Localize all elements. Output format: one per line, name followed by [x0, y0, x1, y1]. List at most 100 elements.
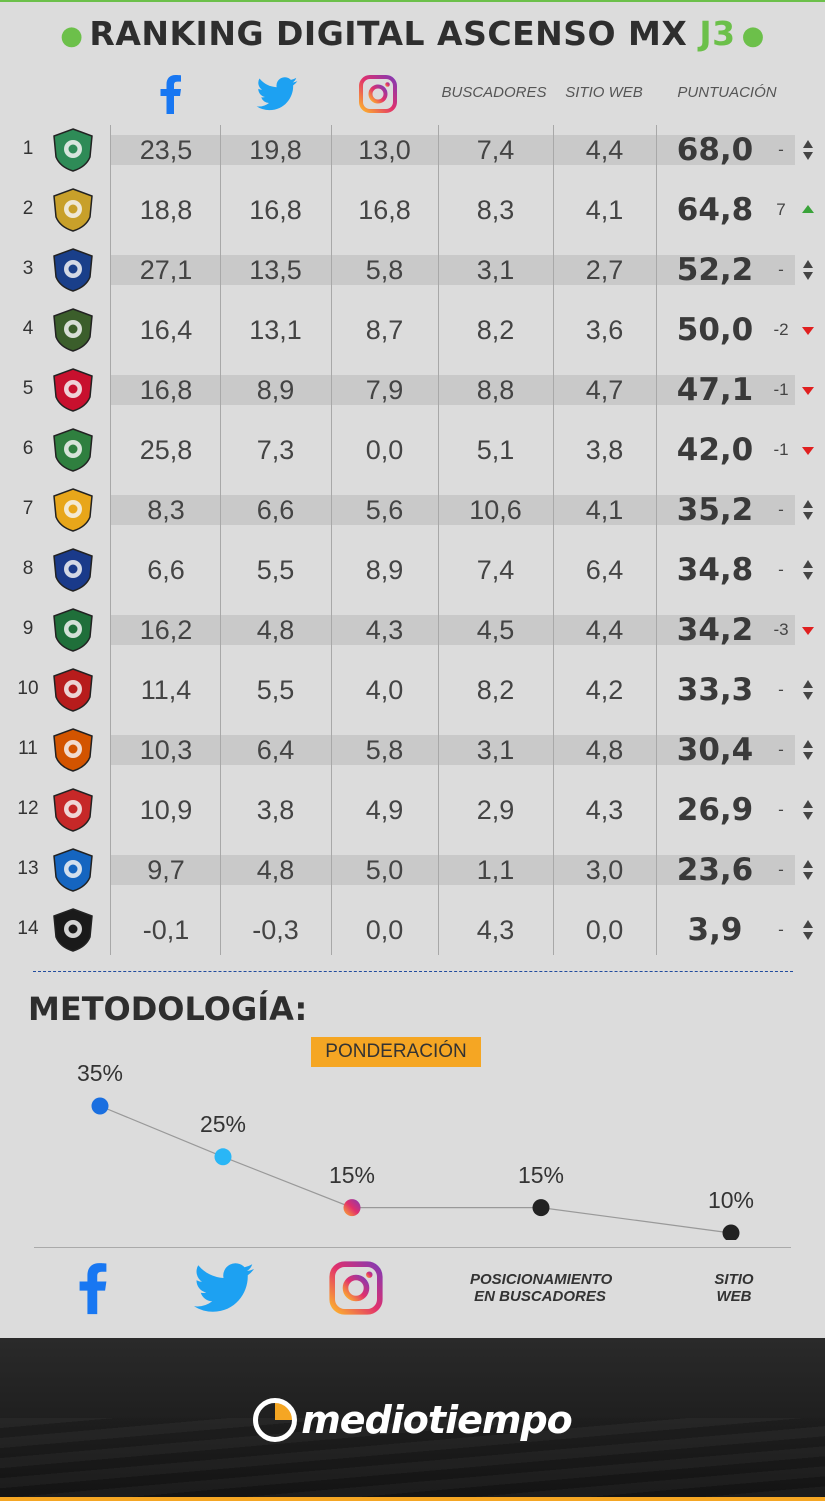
- table-row: 3 27,1 13,5 5,8 3,1 2,7 52,2 -: [0, 240, 825, 300]
- weight-label-instagram: 15%: [328, 1161, 376, 1188]
- tampico-madero-logo: [53, 248, 93, 292]
- trend-down-icon: [802, 327, 814, 335]
- brand-logo[interactable]: mediotiempo: [0, 1397, 825, 1445]
- weight-chart: [91, 1097, 740, 1240]
- cimarrones-logo: [53, 368, 93, 412]
- cell-web: 4,8: [585, 735, 624, 765]
- cell-tw: 13,5: [249, 255, 302, 285]
- position-change: -: [778, 860, 784, 879]
- instagram-icon: [326, 1258, 386, 1318]
- weight-point-twitter: [214, 1148, 232, 1166]
- cell-web: 4,7: [585, 375, 624, 405]
- page-title: ● RANKING DIGITAL ASCENSO MX J3 ●: [0, 14, 825, 53]
- cell-fb: 9,7: [147, 855, 185, 885]
- cell-bus: 1,1: [476, 855, 515, 885]
- trend-up-icon: [802, 205, 814, 213]
- cell-web: 2,7: [585, 255, 624, 285]
- weight-point-sitio-web: [722, 1224, 740, 1240]
- footer: mediotiempo: [0, 1338, 825, 1501]
- column-divider: [656, 125, 657, 955]
- table-row: 14 -0,1 -0,3 0,0 4,3 0,0 3,9 -: [0, 900, 825, 960]
- cell-web: 4,1: [585, 495, 624, 525]
- rank-number: 7: [22, 498, 34, 519]
- footer-texture: [0, 1418, 825, 1501]
- cell-tw: -0,3: [252, 915, 299, 945]
- twitter-icon: [192, 1262, 256, 1314]
- atlante-logo: [53, 668, 93, 712]
- cell-web: 3,0: [585, 855, 624, 885]
- position-change: -: [778, 740, 784, 759]
- cell-ig: 7,9: [365, 375, 404, 405]
- rank-number: 8: [22, 558, 34, 579]
- table-row: 7 8,3 6,6 5,6 10,6 4,1 35,2 -: [0, 480, 825, 540]
- trend-down-icon: [802, 447, 814, 455]
- position-change: -1: [773, 380, 789, 399]
- weight-label-twitter: 25%: [199, 1110, 247, 1137]
- cell-tw: 4,8: [256, 855, 295, 885]
- score-value: 34,8: [676, 552, 754, 588]
- facebook-icon: [72, 1260, 112, 1316]
- cell-fb: 6,6: [147, 555, 185, 585]
- cell-bus: 4,3: [476, 915, 515, 945]
- cell-fb: 16,4: [139, 315, 193, 345]
- cell-fb: 8,3: [147, 495, 185, 525]
- score-value: 3,9: [687, 912, 743, 948]
- cell-ig: 0,0: [365, 435, 404, 465]
- score-value: 42,0: [676, 432, 754, 468]
- cell-ig: 5,6: [365, 495, 404, 525]
- table-row: 1 23,5 19,8 13,0 7,4 4,4 68,0 -: [0, 120, 825, 180]
- cell-web: 4,3: [585, 795, 624, 825]
- cell-ig: 4,9: [365, 795, 404, 825]
- title-text: RANKING DIGITAL ASCENSO MX: [89, 14, 688, 53]
- trend-same-icon: [803, 140, 813, 160]
- lobos-logo: [53, 428, 93, 472]
- column-divider: [220, 125, 221, 955]
- table-row: 6 25,8 7,3 0,0 5,1 3,8 42,0 -1: [0, 420, 825, 480]
- trend-same-icon: [803, 920, 813, 940]
- weight-point-facebook: [91, 1097, 109, 1115]
- cell-fb: 23,5: [139, 135, 193, 165]
- cell-ig: 8,9: [365, 555, 404, 585]
- table-row: 5 16,8 8,9 7,9 8,8 4,7 47,1 -1: [0, 360, 825, 420]
- position-change: -: [778, 680, 784, 699]
- score-value: 64,8: [676, 192, 754, 228]
- column-divider: [553, 125, 554, 955]
- cell-fb: 25,8: [139, 435, 193, 465]
- cell-tw: 16,8: [249, 195, 302, 225]
- trend-same-icon: [803, 260, 813, 280]
- rank-number: 1: [22, 138, 34, 159]
- alebrijes-logo: [53, 728, 93, 772]
- position-change: -: [778, 140, 784, 159]
- cell-tw: 5,5: [256, 675, 295, 705]
- rank-number: 9: [22, 618, 34, 639]
- trend-same-icon: [803, 680, 813, 700]
- cell-web: 3,6: [585, 315, 624, 345]
- label-buscadores-line2: EN BUSCADORES: [474, 1288, 606, 1305]
- weight-label-buscadores: 15%: [517, 1161, 565, 1188]
- cell-ig: 8,7: [365, 315, 404, 345]
- label-web-line1: SITIO: [714, 1271, 754, 1288]
- row-band: [110, 375, 795, 405]
- potros-uaem-logo: [53, 308, 93, 352]
- cell-tw: 3,8: [256, 795, 295, 825]
- zacatepec-logo: [53, 128, 93, 172]
- trend-same-icon: [803, 560, 813, 580]
- table-row: 4 16,4 13,1 8,7 8,2 3,6 50,0 -2: [0, 300, 825, 360]
- rank-number: 13: [17, 858, 39, 879]
- label-web-line2: WEB: [716, 1288, 752, 1305]
- cell-web: 4,4: [585, 135, 624, 165]
- top-accent-line: [0, 0, 825, 2]
- trend-same-icon: [803, 860, 813, 880]
- twitter-icon: [254, 72, 300, 116]
- leones-negros-logo: [53, 188, 93, 232]
- table-row: 9 16,2 4,8 4,3 4,5 4,4 34,2 -3: [0, 600, 825, 660]
- cell-fb: 18,8: [139, 195, 193, 225]
- weight-point-instagram: [343, 1199, 361, 1217]
- title-bullet-left: ●: [60, 20, 84, 51]
- score-value: 23,6: [676, 852, 754, 888]
- score-value: 52,2: [676, 252, 754, 288]
- score-value: 47,1: [676, 372, 754, 408]
- position-change: 7: [776, 200, 786, 219]
- score-value: 50,0: [676, 312, 754, 348]
- cell-tw: 4,8: [256, 615, 295, 645]
